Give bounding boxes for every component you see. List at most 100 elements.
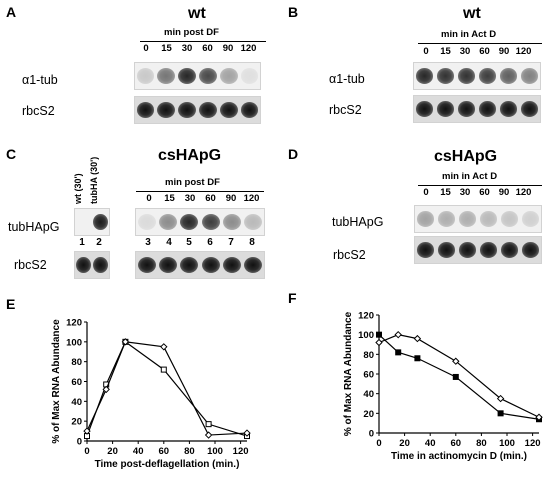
panel-A-time-rule xyxy=(140,41,266,42)
chart-E-point xyxy=(83,427,91,435)
rbcS2-band xyxy=(244,256,263,274)
chart-E-y-tick-label: 20 xyxy=(71,417,82,428)
rbcS2-band xyxy=(178,101,196,119)
rbcS2-band xyxy=(478,100,497,118)
panel-C-row-rbcS2: rbcS2 xyxy=(14,258,47,272)
panel-B-blot-rbcS2 xyxy=(413,95,541,123)
panel-D-row-rbcS2: rbcS2 xyxy=(333,248,366,262)
rbcS2-band xyxy=(240,101,259,119)
chart-F-y-tick-label: 80 xyxy=(363,350,374,361)
panel-A-blot-rbcS2 xyxy=(134,96,261,124)
alpha1-tub-band xyxy=(520,67,539,85)
panel-B-row-rbcS2: rbcS2 xyxy=(329,103,362,117)
chart-F-y-tick-label: 120 xyxy=(358,311,374,322)
panel-D-time-rule xyxy=(418,185,542,186)
panel-C-time-label: min post DF xyxy=(165,177,220,188)
panel-C-row-tubHApG: tubHApG xyxy=(8,220,60,234)
chart-F-x-tick-label: 100 xyxy=(499,438,515,449)
panel-D-blot-tubHApG xyxy=(414,205,542,233)
tubHApG-band xyxy=(479,210,498,228)
rbcS2-band xyxy=(457,100,476,118)
chart-F-x-tick-label: 120 xyxy=(525,438,541,449)
panel-B-tick-15: 15 xyxy=(440,46,451,57)
chart-F-point xyxy=(497,410,504,417)
rbcS2-band xyxy=(180,256,199,274)
panel-label-D: D xyxy=(288,146,299,162)
panel-D-time-label: min in Act D xyxy=(442,171,498,182)
panel-label-F: F xyxy=(288,290,297,306)
chart-F-point xyxy=(376,331,382,338)
panel-B-tick-0: 0 xyxy=(423,46,429,57)
panel-B-title: wt xyxy=(463,5,481,22)
chart-F-y-tick-label: 40 xyxy=(363,389,374,400)
chart-F-x-tick-label: 60 xyxy=(451,438,462,449)
rbcS2-band xyxy=(437,241,456,259)
chart-F-point xyxy=(535,413,543,421)
chart-E-x-tick-label: 20 xyxy=(107,446,118,457)
chart-F-x-tick-label: 0 xyxy=(376,438,381,449)
panel-B-tick-120: 120 xyxy=(515,46,532,57)
chart-E-series-1-line xyxy=(86,341,248,436)
tubHApG-band xyxy=(93,213,108,231)
chart-E-y-tick-label: 40 xyxy=(71,397,82,408)
panel-A-tick-90: 90 xyxy=(222,43,234,54)
tubHApG-band xyxy=(416,210,435,228)
tubHApG-band xyxy=(437,210,456,228)
lane-number-6: 6 xyxy=(207,237,213,248)
panel-A-tick-30: 30 xyxy=(181,43,193,54)
rbcS2-band xyxy=(136,101,155,119)
chart-E-y-tick-label: 60 xyxy=(71,377,82,388)
chart-E-y-axis-label: % of Max RNA Abundance xyxy=(51,319,62,444)
rbcS2-band xyxy=(521,241,540,259)
chart-E-x-tick-label: 120 xyxy=(233,446,249,457)
tubHApG-band xyxy=(458,210,477,228)
rbcS2-band xyxy=(76,256,91,274)
panel-A-tick-60: 60 xyxy=(202,43,213,54)
panel-D-tick-0: 0 xyxy=(423,187,429,198)
chart-E-y-tick-label: 0 xyxy=(77,437,82,448)
chart-E-x-axis-label: Time post-deflagellation (min.) xyxy=(95,459,240,470)
rbcS2-band xyxy=(158,256,178,274)
alpha1-tub-band xyxy=(436,67,455,85)
panel-C-time-rule xyxy=(136,191,264,192)
chart-E-x-tick-label: 0 xyxy=(84,446,89,457)
chart-F-x-tick-label: 20 xyxy=(399,438,410,449)
chart-F-point xyxy=(452,373,459,380)
chart-F-point xyxy=(395,349,402,356)
panel-B-tick-60: 60 xyxy=(479,46,490,57)
panel-A-tick-15: 15 xyxy=(161,43,172,54)
tubHApG-band xyxy=(137,213,156,231)
panel-A-blot-alpha1-tub xyxy=(134,62,261,90)
panel-B-blot-alpha1-tub xyxy=(413,62,541,90)
rbcS2-band xyxy=(458,241,477,259)
panel-label-A: A xyxy=(6,4,17,20)
rbcS2-band xyxy=(219,101,238,119)
rbcS2-band xyxy=(137,256,156,274)
alpha1-tub-band xyxy=(157,67,176,85)
panel-A-row-alpha1-tub: α1-tub xyxy=(22,73,58,87)
chart-F-point xyxy=(413,334,422,343)
panel-label-B: B xyxy=(288,4,299,20)
chart-E-y-tick-label: 120 xyxy=(66,318,82,329)
tubHApG-band xyxy=(521,210,540,228)
chart-F-y-tick-label: 20 xyxy=(363,409,374,420)
panel-C-tick-0: 0 xyxy=(146,193,152,204)
alpha1-tub-band xyxy=(415,67,434,85)
tubHApG-band xyxy=(244,213,263,231)
panel-B-tick-30: 30 xyxy=(459,46,471,57)
chart-E-x-tick-label: 80 xyxy=(184,446,195,457)
rbcS2-band xyxy=(157,101,176,119)
panel-A-title: wt xyxy=(188,5,206,22)
chart-E-y-tick-label: 100 xyxy=(66,337,82,348)
panel-D-tick-30: 30 xyxy=(459,187,471,198)
chart-E-point xyxy=(205,421,212,428)
chart-F-x-tick-label: 40 xyxy=(425,438,436,449)
chart-E-series-0-line xyxy=(86,340,248,437)
tubHApG-band xyxy=(500,210,519,228)
alpha1-tub-band xyxy=(457,67,476,85)
chart-F-y-tick-label: 60 xyxy=(363,370,374,381)
rbcS2-band xyxy=(520,100,539,118)
chart-F-point xyxy=(452,357,460,365)
panel-D-tick-120: 120 xyxy=(515,187,532,198)
